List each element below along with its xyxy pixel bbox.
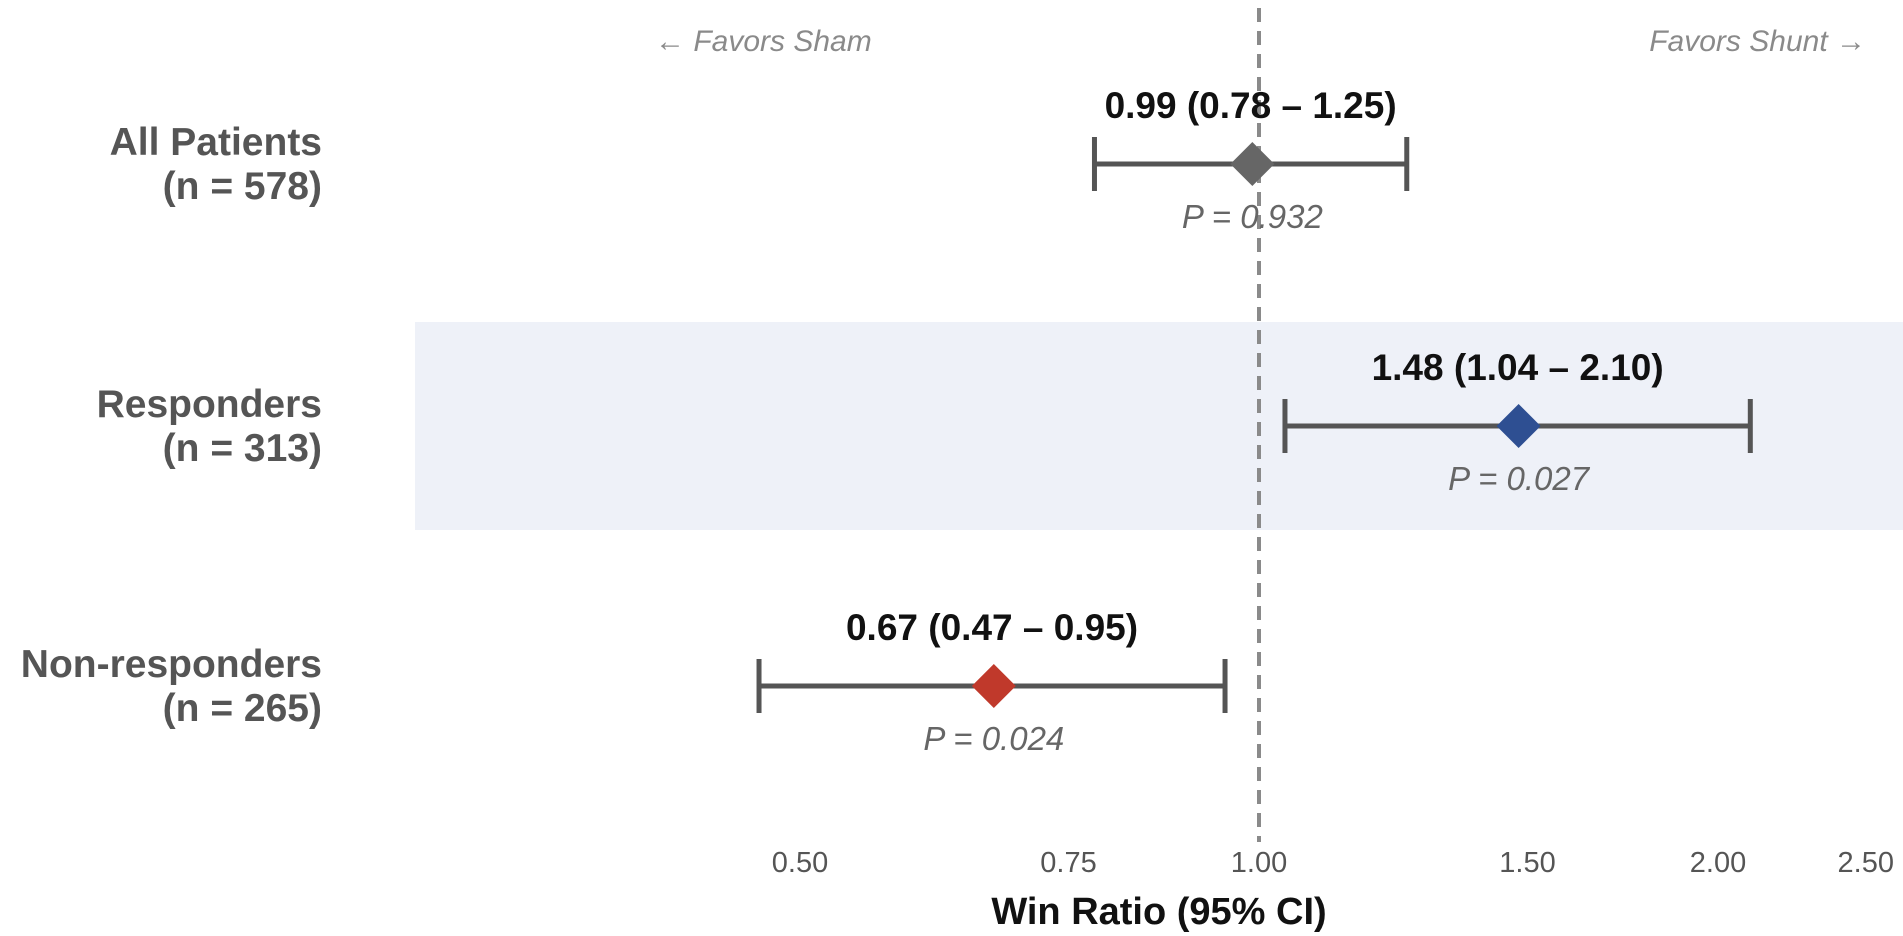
row-label: All Patients (110, 121, 322, 164)
estimate-marker (1496, 404, 1541, 448)
estimate-marker (971, 664, 1016, 708)
x-tick-label: 0.75 (1040, 847, 1096, 879)
estimate-label: 0.67 (0.47 – 0.95) (846, 607, 1138, 648)
row-label: Responders (97, 383, 322, 426)
x-tick-label: 2.50 (1838, 847, 1894, 879)
x-tick-label: 2.00 (1690, 847, 1746, 879)
row-n-label: (n = 313) (163, 427, 322, 470)
p-value-label: P = 0.024 (923, 720, 1064, 757)
x-tick-label: 0.50 (772, 847, 828, 879)
forest-row: Non-responders(n = 265) 0.67 (0.47 – 0.95… (21, 607, 1228, 757)
x-tick-label: 1.00 (1231, 847, 1287, 879)
x-tick-label: 1.50 (1499, 847, 1555, 879)
forest-row: All Patients(n = 578) 0.99 (0.78 – 1.25) P… (110, 85, 1410, 235)
forest-row: Responders(n = 313) 1.48 (1.04 – 2.10) P =… (97, 347, 1753, 497)
forest-rows: All Patients(n = 578) 0.99 (0.78 – 1.25) P… (21, 85, 1753, 757)
favors-shunt-annotation: Favors Shunt → (1649, 25, 1866, 58)
x-axis-label: Win Ratio (95% CI) (991, 891, 1326, 933)
p-value-label: P = 0.932 (1182, 198, 1323, 235)
x-axis-ticks: 0.50 0.75 1.00 1.50 2.00 2.50 (772, 847, 1894, 879)
row-n-label: (n = 578) (163, 165, 322, 208)
row-label: Non-responders (21, 643, 322, 686)
p-value-label: P = 0.027 (1448, 460, 1591, 497)
estimate-label: 1.48 (1.04 – 2.10) (1372, 347, 1664, 388)
favors-sham-annotation: ← Favors Sham (655, 25, 872, 58)
estimate-marker (1230, 142, 1275, 186)
row-n-label: (n = 265) (163, 687, 322, 730)
estimate-label: 0.99 (0.78 – 1.25) (1105, 85, 1397, 126)
